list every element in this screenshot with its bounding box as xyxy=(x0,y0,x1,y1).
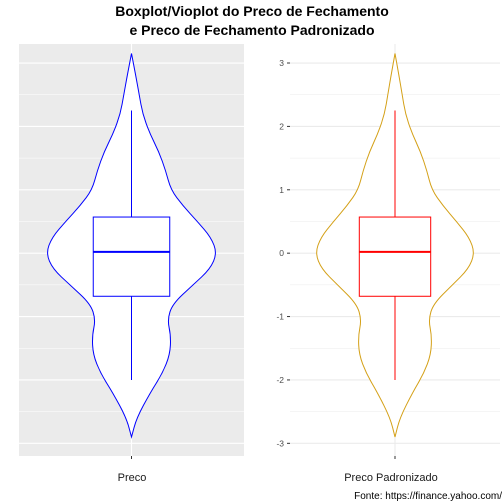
y-tick-label: 3 xyxy=(279,58,284,68)
x-label-preco: Preco xyxy=(118,472,147,484)
panel-preco-padronizado: -3 -2 -1 0 1 2 3 xyxy=(276,44,500,459)
y-tick-label: 0 xyxy=(279,248,284,258)
caption: Fonte: https://finance.yahoo.com/ xyxy=(354,491,502,502)
chart-title-line-2: e Preco de Fechamento Padronizado xyxy=(129,22,374,38)
y-tick-label: 2 xyxy=(279,121,284,131)
violin-shape xyxy=(47,53,216,439)
iqr-box xyxy=(92,216,171,297)
panel-preco xyxy=(19,44,244,459)
violin-shape xyxy=(316,53,474,438)
iqr-box xyxy=(358,216,432,297)
y-tick-label: -1 xyxy=(276,312,284,322)
y-tick-label: 1 xyxy=(279,185,284,195)
y-tick-label: -3 xyxy=(276,438,284,448)
chart-title-line-1: Boxplot/Vioplot do Preco de Fechamento xyxy=(115,3,389,19)
x-label-preco-padronizado: Preco Padronizado xyxy=(344,472,438,484)
y-tick-label: -2 xyxy=(276,375,284,385)
